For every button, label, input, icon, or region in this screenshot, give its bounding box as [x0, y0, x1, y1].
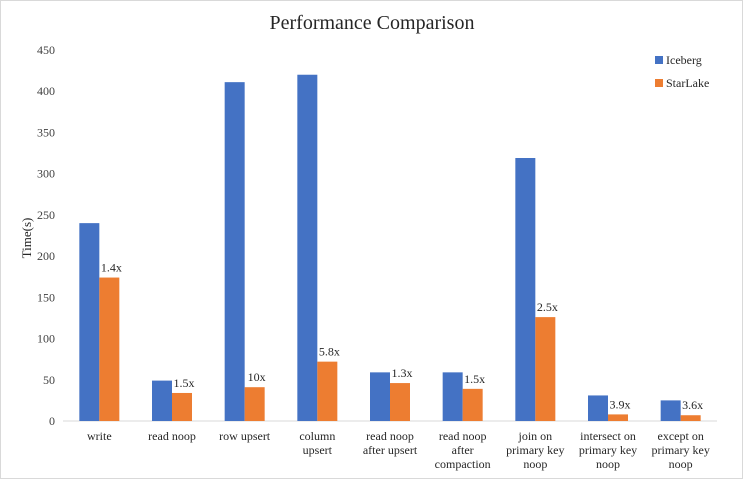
y-tick-label: 350: [37, 125, 55, 139]
category-label: read noop after upsert: [363, 429, 418, 457]
category-label: write: [87, 429, 112, 443]
speedup-label: 1.3x: [392, 366, 413, 380]
bar-starlake: [608, 414, 628, 421]
y-tick-label: 100: [37, 332, 55, 346]
y-tick-label: 200: [37, 249, 55, 263]
bar-iceberg: [442, 372, 463, 421]
chart-title: Performance Comparison: [270, 12, 475, 34]
bar-starlake: [244, 387, 265, 421]
category-label: row upsert: [219, 429, 271, 443]
legend-swatch: [655, 79, 663, 87]
x-axis: write read noop row upsert column upsert read…: [87, 429, 710, 471]
bar-starlake: [680, 415, 701, 421]
y-axis: 0 50 100 150 200 250 300 350 400 450: [37, 43, 717, 428]
category-label: intersect on primary key noop: [579, 429, 637, 471]
y-tick-label: 400: [37, 84, 55, 98]
bar-iceberg: [224, 82, 245, 422]
bar-iceberg: [297, 74, 318, 421]
y-tick-label: 0: [49, 414, 55, 428]
speedup-label: 1.5x: [464, 372, 485, 386]
bar-iceberg: [515, 158, 536, 421]
bar-starlake: [462, 388, 483, 421]
bar-iceberg: [660, 400, 681, 421]
category-label: join on primary key noop: [506, 429, 564, 471]
speedup-label: 2.5x: [537, 300, 558, 314]
bar-iceberg: [79, 223, 100, 421]
y-tick-label: 450: [37, 43, 55, 57]
y-axis-label: Time(s): [19, 218, 34, 259]
legend-label: Iceberg: [666, 53, 702, 67]
y-tick-label: 50: [43, 373, 55, 387]
bar-iceberg: [152, 380, 172, 421]
category-label: read noop: [148, 429, 196, 443]
legend: Iceberg StarLake: [655, 53, 709, 90]
speedup-label: 1.4x: [101, 261, 122, 275]
data-labels: 1.4x 1.5x 10x 5.8x 1.3x 1.5x 2.5x 3.9x 3.6x: [101, 261, 703, 413]
legend-label: StarLake: [666, 76, 709, 90]
y-tick-label: 300: [37, 167, 55, 181]
speedup-label: 3.9x: [610, 397, 631, 411]
bar-starlake: [317, 361, 338, 421]
y-tick-label: 250: [37, 208, 55, 222]
bar-iceberg: [370, 372, 390, 421]
bars: [79, 74, 701, 422]
legend-swatch: [655, 56, 663, 64]
speedup-label: 10x: [248, 370, 266, 384]
speedup-label: 3.6x: [682, 398, 703, 412]
speedup-label: 1.5x: [174, 376, 195, 390]
bar-starlake: [390, 383, 410, 421]
category-label: read noop after compaction: [435, 429, 491, 471]
category-label: column upsert: [299, 429, 335, 457]
y-tick-label: 150: [37, 290, 55, 304]
bar-starlake: [99, 277, 120, 421]
category-label: except on primary key noop: [652, 429, 710, 471]
bar-starlake: [535, 317, 556, 421]
speedup-label: 5.8x: [319, 345, 340, 359]
bar-starlake: [172, 392, 192, 421]
bar-iceberg: [588, 395, 608, 421]
